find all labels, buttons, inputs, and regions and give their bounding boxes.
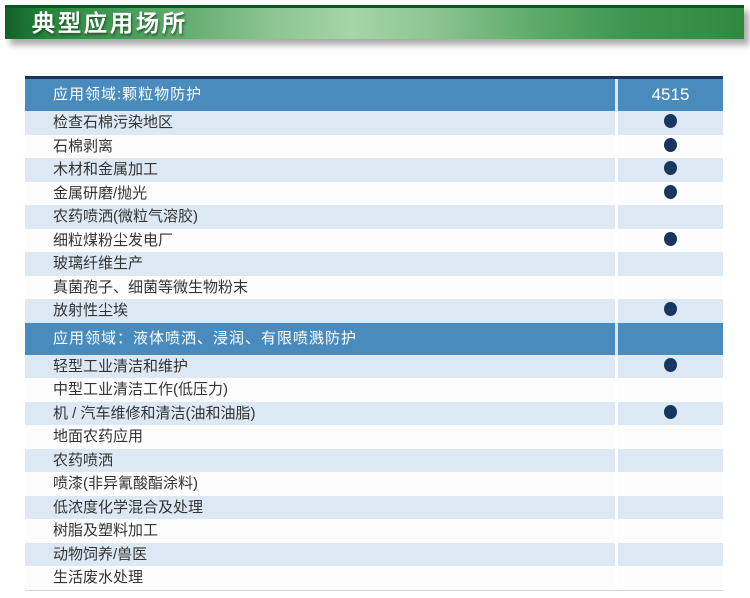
application-label: 真菌孢子、细菌等微生物粉末 bbox=[53, 278, 249, 296]
application-label: 农药喷洒(微粒气溶胶) bbox=[53, 208, 198, 225]
applicability-cell bbox=[615, 275, 723, 299]
applicability-cell bbox=[615, 519, 723, 543]
application-label: 动物饲养/兽医 bbox=[53, 545, 148, 563]
applicability-cell bbox=[615, 205, 723, 229]
section-title-bar: 典型应用场所 bbox=[5, 5, 744, 39]
table-row: 中型工业清洁工作(低压力) bbox=[25, 378, 723, 402]
application-label: 木材和金属加工 bbox=[53, 161, 159, 178]
application-label: 中型工业清洁工作(低压力) bbox=[53, 381, 228, 398]
application-label: 石棉剥离 bbox=[53, 137, 114, 155]
applicable-dot-icon bbox=[664, 357, 677, 372]
page-title: 典型应用场所 bbox=[32, 10, 188, 36]
table-row: 石棉剥离 bbox=[25, 134, 723, 158]
applicable-dot-icon bbox=[664, 184, 677, 199]
model-column-header: 4515 bbox=[615, 79, 723, 111]
application-label: 低浓度化学混合及处理 bbox=[53, 498, 204, 516]
table-row: 动物饲养/兽医 bbox=[25, 542, 723, 566]
applicability-cell bbox=[615, 378, 723, 402]
table-row: 低浓度化学混合及处理 bbox=[25, 495, 723, 519]
application-label: 细粒煤粉尘发电厂 bbox=[53, 231, 174, 249]
application-label: 轻型工业清洁和维护 bbox=[53, 357, 189, 375]
table-row: 农药喷洒(微粒气溶胶) bbox=[25, 205, 723, 229]
applicability-cell bbox=[615, 542, 723, 566]
applicability-cell bbox=[615, 228, 723, 252]
applicability-cell bbox=[615, 158, 723, 182]
applicable-dot-icon bbox=[664, 302, 677, 317]
applicability-cell bbox=[615, 111, 723, 135]
table-row: 喷漆(非异氰酸酯涂料) bbox=[25, 472, 723, 496]
application-label: 农药喷洒 bbox=[53, 451, 114, 469]
applicability-cell bbox=[615, 566, 723, 590]
table-row: 机 / 汽车维修和清洁(油和油脂) bbox=[25, 401, 723, 425]
applicable-dot-icon bbox=[664, 114, 677, 129]
application-label: 放射性尘埃 bbox=[53, 302, 129, 319]
applicability-cell bbox=[615, 401, 723, 425]
applicable-dot-icon bbox=[664, 161, 677, 176]
table-row: 生活废水处理 bbox=[25, 566, 723, 590]
table-row: 木材和金属加工 bbox=[25, 158, 723, 182]
applicability-cell bbox=[615, 472, 723, 496]
table-row: 真菌孢子、细菌等微生物粉末 bbox=[25, 275, 723, 299]
table-row: 农药喷洒 bbox=[25, 448, 723, 472]
section-header-label: 应用领域:颗粒物防护 bbox=[53, 86, 203, 103]
table-row: 放射性尘埃 bbox=[25, 299, 723, 323]
applicability-cell bbox=[615, 495, 723, 519]
applicability-cell bbox=[615, 448, 723, 472]
applicable-dot-icon bbox=[664, 231, 677, 246]
application-label: 检查石棉污染地区 bbox=[53, 114, 174, 131]
table-section-header-row: 应用领域：液体喷洒、浸润、有限喷溅防护 bbox=[25, 322, 723, 355]
table-row: 细粒煤粉尘发电厂 bbox=[25, 228, 723, 252]
table-row: 轻型工业清洁和维护 bbox=[25, 354, 723, 378]
table-row: 检查石棉污染地区 bbox=[25, 111, 723, 135]
applicability-cell bbox=[615, 134, 723, 158]
table-section-header-row: 应用领域:颗粒物防护 4515 bbox=[25, 79, 723, 111]
table-row: 树脂及塑料加工 bbox=[25, 519, 723, 543]
table-row: 地面农药应用 bbox=[25, 425, 723, 449]
applicability-cell bbox=[615, 299, 723, 323]
applications-table: 应用领域:颗粒物防护 4515 检查石棉污染地区 石棉剥离 木材和金属加工 金属… bbox=[25, 76, 723, 591]
applicability-cell bbox=[615, 252, 723, 276]
application-label: 玻璃纤维生产 bbox=[53, 255, 144, 272]
application-label: 生活废水处理 bbox=[53, 569, 144, 586]
application-label: 机 / 汽车维修和清洁(油和油脂) bbox=[53, 404, 256, 422]
application-label: 树脂及塑料加工 bbox=[53, 522, 159, 539]
applicability-cell bbox=[615, 425, 723, 449]
applicable-dot-icon bbox=[664, 137, 677, 152]
section-header-label: 应用领域：液体喷洒、浸润、有限喷溅防护 bbox=[53, 329, 358, 347]
application-label: 金属研磨/抛光 bbox=[53, 184, 148, 202]
application-label: 喷漆(非异氰酸酯涂料) bbox=[53, 475, 198, 492]
applicability-cell bbox=[615, 181, 723, 205]
table-row: 玻璃纤维生产 bbox=[25, 252, 723, 276]
applicability-cell bbox=[615, 354, 723, 378]
application-label: 地面农药应用 bbox=[53, 428, 144, 445]
model-column-header bbox=[615, 322, 723, 355]
table-row: 金属研磨/抛光 bbox=[25, 181, 723, 205]
applicable-dot-icon bbox=[664, 404, 677, 419]
